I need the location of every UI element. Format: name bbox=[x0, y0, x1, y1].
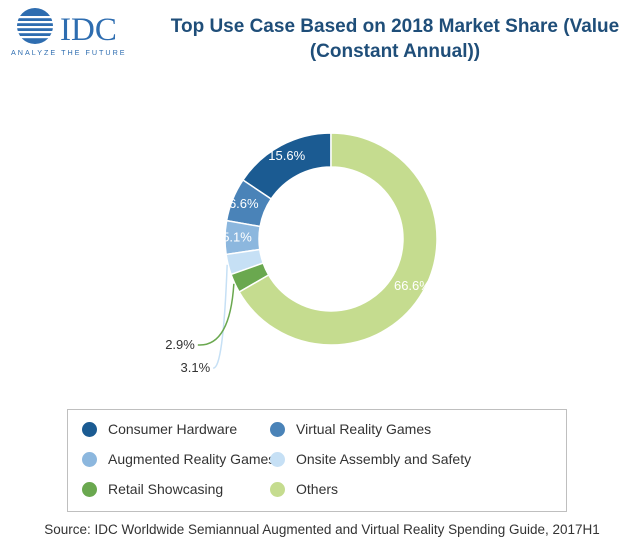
chart-title-line-2: (Constant Annual)) bbox=[309, 41, 481, 62]
data-label-augmented-reality-games: 5.1% bbox=[222, 230, 252, 245]
legend-swatch bbox=[82, 451, 97, 467]
chart-title: Top Use Case Based on 2018 Market Share … bbox=[150, 14, 640, 64]
legend-item-consumer-hardware: Consumer Hardware bbox=[82, 421, 237, 437]
legend-item-augmented-reality-games: Augmented Reality Games bbox=[82, 451, 275, 467]
legend-swatch bbox=[270, 421, 285, 437]
data-label-retail-showcasing: 2.9% bbox=[165, 337, 195, 352]
slice-virtual-reality-games bbox=[225, 179, 273, 228]
legend-label: Retail Showcasing bbox=[108, 481, 224, 497]
slice-retail-showcasing bbox=[230, 262, 270, 294]
slice-onsite-assembly-and-safety bbox=[225, 248, 265, 276]
chart-title-line-1: Top Use Case Based on 2018 Market Share … bbox=[170, 16, 620, 37]
legend-item-virtual-reality-games: Virtual Reality Games bbox=[270, 421, 431, 437]
legend-swatch bbox=[270, 481, 285, 497]
data-label-virtual-reality-games: 6.6% bbox=[229, 196, 259, 211]
leader-line-onsite-assembly-and-safety bbox=[212, 264, 228, 369]
data-label-others: 66.6% bbox=[394, 278, 431, 293]
legend-label: Augmented Reality Games bbox=[108, 451, 276, 467]
data-label-onsite-assembly-and-safety: 3.1% bbox=[181, 360, 211, 375]
globe-icon bbox=[15, 8, 55, 44]
legend-label: Virtual Reality Games bbox=[296, 421, 432, 437]
legend-label: Others bbox=[296, 481, 339, 497]
legend-item-onsite-assembly-and-safety: Onsite Assembly and Safety bbox=[270, 451, 471, 467]
legend-label: Onsite Assembly and Safety bbox=[296, 451, 472, 467]
logo-tagline: ANALYZE THE FUTURE bbox=[11, 48, 127, 57]
leader-line-retail-showcasing bbox=[197, 283, 235, 346]
source-note: Source: IDC Worldwide Semiannual Augment… bbox=[44, 522, 600, 537]
data-label-consumer-hardware: 15.6% bbox=[268, 148, 305, 163]
slice-others bbox=[238, 132, 438, 346]
legend-label: Consumer Hardware bbox=[108, 421, 238, 437]
legend-swatch bbox=[82, 421, 97, 437]
slice-augmented-reality-games bbox=[224, 219, 261, 256]
idc-logo: IDC ANALYZE THE FUTURE bbox=[11, 8, 127, 57]
logo-text: IDC bbox=[60, 12, 117, 48]
legend-swatch bbox=[82, 481, 97, 497]
legend-swatch bbox=[270, 451, 285, 467]
chart-legend: Consumer Hardware Virtual Reality Games Au… bbox=[67, 409, 567, 512]
legend-item-others: Others bbox=[270, 481, 338, 497]
legend-item-retail-showcasing: Retail Showcasing bbox=[82, 481, 223, 497]
